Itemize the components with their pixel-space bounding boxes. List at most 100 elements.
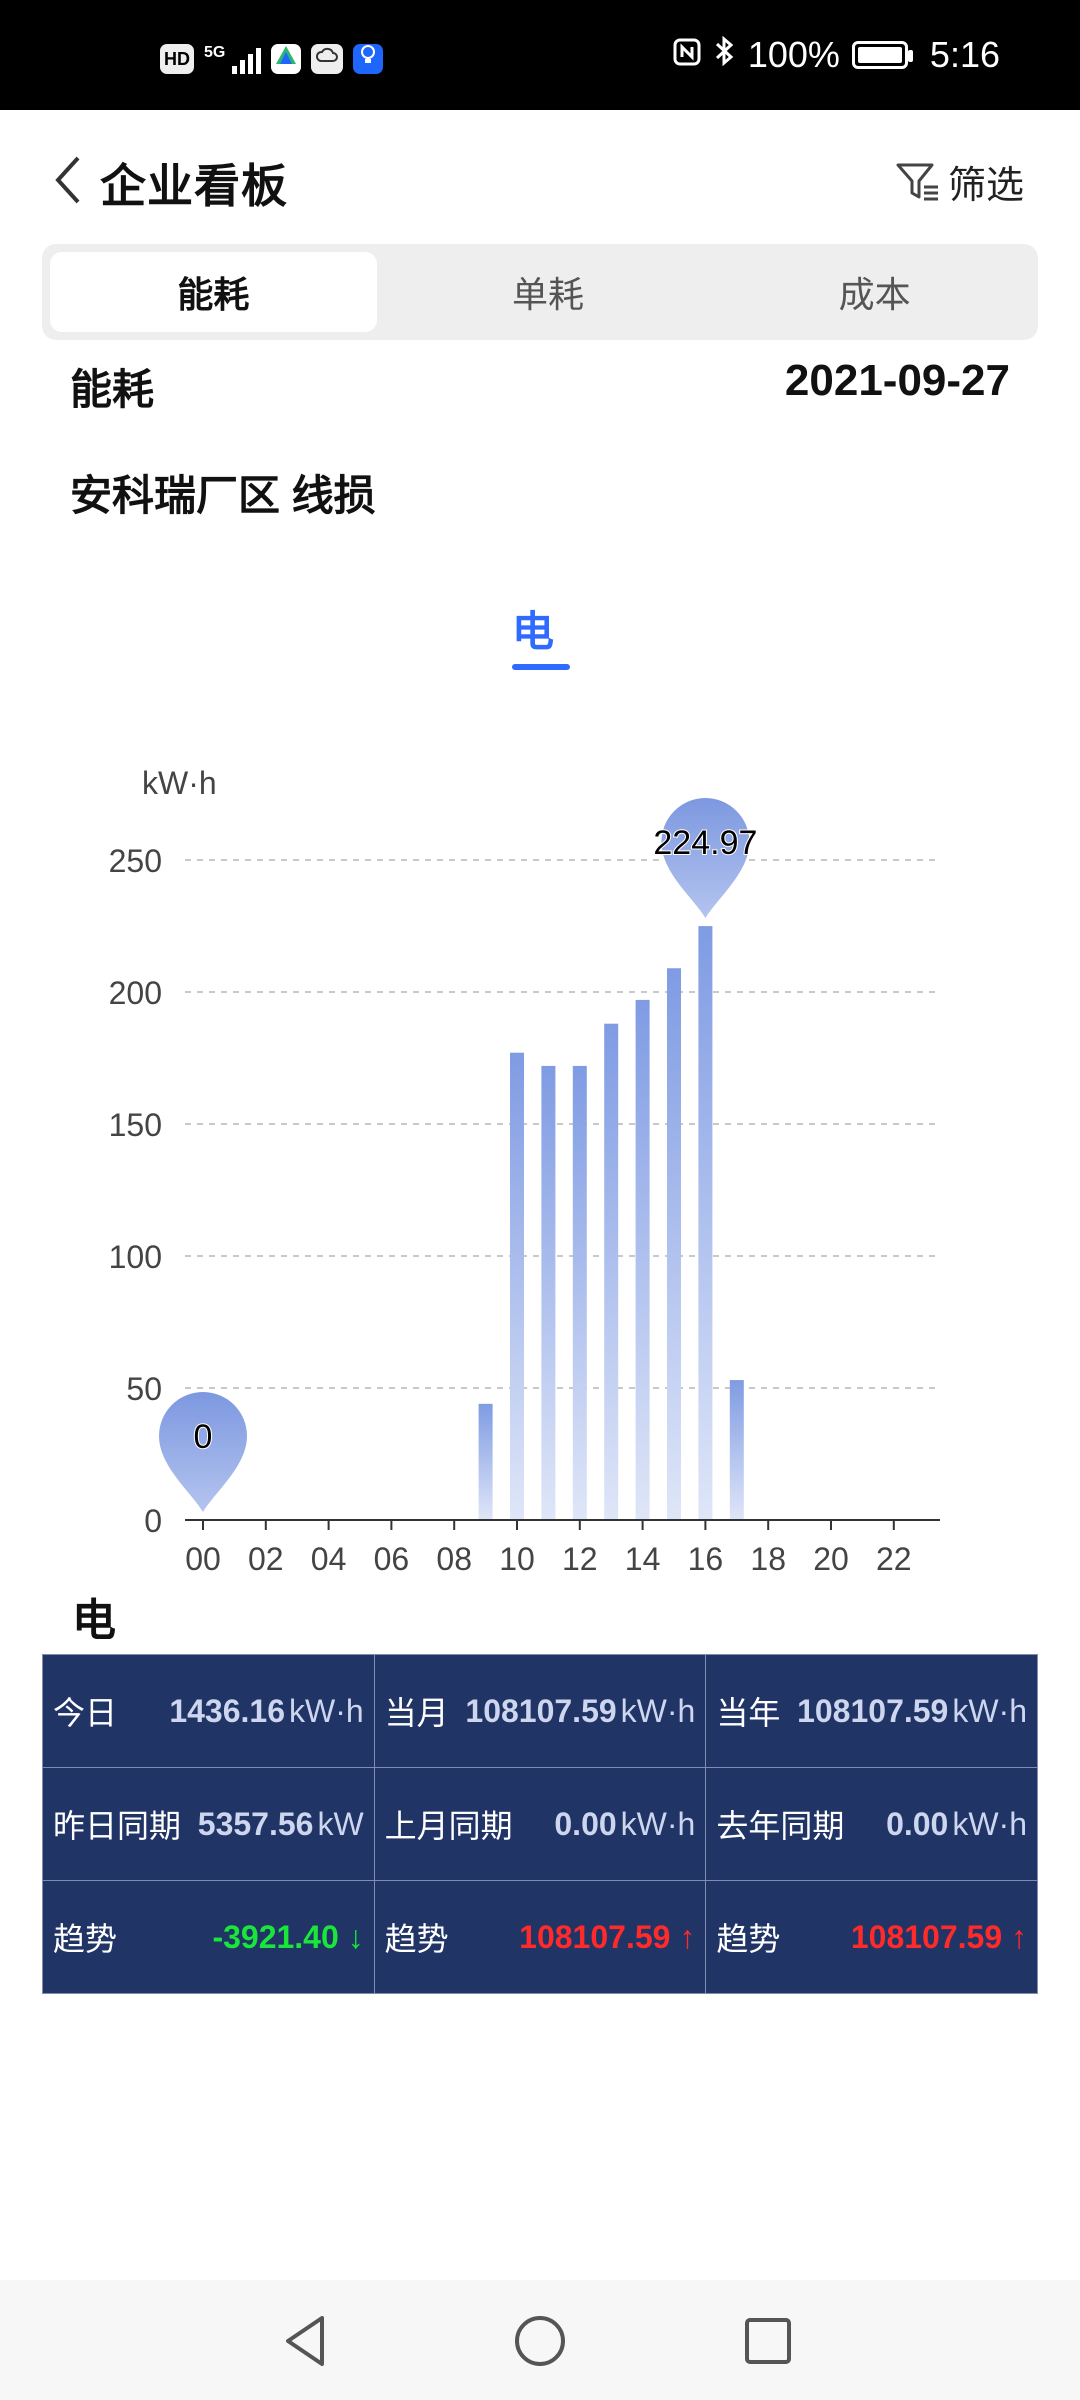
stat-unit: kW·h <box>952 1692 1027 1729</box>
x-tick-label: 06 <box>374 1541 410 1577</box>
battery-icon <box>851 41 913 69</box>
nav-home-icon[interactable] <box>505 2306 575 2376</box>
trend-value: -3921.40 <box>212 1918 339 1955</box>
filter-button[interactable]: 筛选 <box>894 154 1024 209</box>
stat-value: 1436.16 <box>169 1692 285 1729</box>
back-arrow-icon[interactable] <box>48 150 88 210</box>
x-tick-label: 20 <box>813 1541 849 1577</box>
tab-energy[interactable]: 能耗 <box>50 252 377 332</box>
y-tick-label: 250 <box>109 843 162 879</box>
marker-pin <box>159 1392 247 1512</box>
x-tick-label: 16 <box>688 1541 724 1577</box>
app-header: 企业看板 筛选 <box>0 110 1080 250</box>
bar-15[interactable] <box>667 968 681 1520</box>
stat-label: 趋势 <box>716 1921 781 1957</box>
trend-value: 108107.59 <box>519 1918 671 1955</box>
x-tick-label: 10 <box>499 1541 535 1577</box>
stat-this-month: 当月 108107.59 kW·h <box>385 1688 696 1734</box>
stat-unit: kW·h <box>620 1692 696 1729</box>
stat-value: 5357.56 <box>197 1805 314 1842</box>
x-axis: 00 02 04 06 08 10 12 14 16 18 20 22 <box>185 1519 940 1577</box>
nav-back-icon[interactable] <box>272 2306 342 2376</box>
active-tab-indicator <box>512 664 570 670</box>
filter-icon <box>896 163 938 200</box>
app-icon-a <box>271 44 302 74</box>
tab-cost[interactable]: 成本 <box>838 274 911 315</box>
battery-percent: 100% <box>747 34 840 75</box>
bar-17[interactable] <box>729 1380 744 1520</box>
stat-value: 108107.59 <box>797 1692 949 1729</box>
bar-16[interactable] <box>698 926 713 1520</box>
value-markers: 0 224.97 <box>159 798 758 1512</box>
stat-unit: kW <box>317 1805 364 1842</box>
y-axis-unit: kW·h <box>142 765 217 801</box>
bar-09[interactable] <box>478 1403 493 1520</box>
section-label: 能耗 <box>70 366 155 413</box>
tab-unit-consumption[interactable]: 单耗 <box>512 274 585 315</box>
table-row: 今日 1436.16 kW·h 当月 108107.59 kW·h 当年 10810… <box>42 1654 1038 1768</box>
nfc-icon <box>672 34 702 76</box>
stat-trend-day: 趋势 -3921.40 ↓ <box>53 1914 364 1960</box>
status-icons-left: HD 5G <box>160 44 384 74</box>
bar-11[interactable] <box>541 1065 556 1520</box>
nav-recents-icon[interactable] <box>733 2306 803 2376</box>
chart-bars <box>478 926 744 1520</box>
x-tick-label: 02 <box>248 1541 284 1577</box>
stat-label: 当年 <box>716 1695 781 1731</box>
tab-electricity[interactable]: 电 <box>512 608 555 655</box>
y-axis-ticks: 0 50 100 150 200 250 <box>109 843 162 1539</box>
x-tick-label: 22 <box>876 1541 912 1577</box>
marker-label: 0 <box>194 1418 213 1456</box>
bar-12[interactable] <box>572 1065 587 1520</box>
stat-label: 当月 <box>384 1695 449 1731</box>
x-tick-label: 04 <box>311 1541 347 1577</box>
bar-10[interactable] <box>510 1052 524 1520</box>
system-nav-bar <box>0 2280 1080 2400</box>
site-subtitle: 安科瑞厂区 线损 <box>70 472 376 519</box>
y-tick-label: 50 <box>126 1371 162 1407</box>
energy-stats-table: 今日 1436.16 kW·h 当月 108107.59 kW·h 当年 10810… <box>42 1654 1038 1994</box>
status-bar: HD 5G 100% 5:16 <box>0 0 1080 110</box>
y-tick-label: 200 <box>109 975 162 1011</box>
stat-unit: kW·h <box>289 1692 364 1729</box>
stat-label: 上月同期 <box>384 1808 513 1844</box>
stat-label: 趋势 <box>53 1921 118 1957</box>
stat-this-year: 当年 108107.59 kW·h <box>716 1688 1027 1734</box>
arrow-up-icon: ↑ <box>1011 1918 1027 1955</box>
arrow-up-icon: ↑ <box>679 1918 696 1955</box>
stat-value: 0.00 <box>554 1805 617 1842</box>
bar-13[interactable] <box>604 1023 619 1520</box>
arrow-down-icon: ↓ <box>347 1918 364 1955</box>
stat-yesterday-same-period: 昨日同期 5357.56 kW <box>53 1801 364 1847</box>
date-label[interactable]: 2021-09-27 <box>784 356 1010 405</box>
bar-14[interactable] <box>635 999 650 1520</box>
stat-label: 昨日同期 <box>53 1808 182 1844</box>
chart-gridlines <box>185 859 940 1389</box>
hd-badge: HD <box>160 44 194 74</box>
y-tick-label: 100 <box>109 1239 162 1275</box>
stat-unit: kW·h <box>952 1805 1027 1842</box>
x-tick-label: 14 <box>625 1541 661 1577</box>
x-tick-label: 18 <box>750 1541 786 1577</box>
stat-last-year-same-period: 去年同期 0.00 kW·h <box>716 1801 1027 1847</box>
x-tick-label: 00 <box>185 1541 221 1577</box>
x-tick-label: 12 <box>562 1541 598 1577</box>
stat-trend-month: 趋势 108107.59 ↑ <box>385 1914 696 1960</box>
stat-label: 趋势 <box>384 1921 449 1957</box>
bluetooth-icon <box>714 34 736 76</box>
category-tabs: 能耗 单耗 成本 <box>42 244 1038 340</box>
y-tick-label: 0 <box>144 1503 162 1539</box>
network-type-label: 5G <box>204 44 226 61</box>
x-tick-label: 08 <box>436 1541 472 1577</box>
stat-label: 今日 <box>53 1695 118 1731</box>
stat-last-month-same-period: 上月同期 0.00 kW·h <box>385 1801 696 1847</box>
marker-label: 224.97 <box>653 824 757 862</box>
clock: 5:16 <box>929 34 1000 75</box>
status-icons-right: 100% 5:16 <box>672 34 1000 76</box>
stat-unit: kW·h <box>620 1805 696 1842</box>
cloud-icon <box>311 44 344 74</box>
stat-trend-year: 趋势 108107.59 ↑ <box>716 1914 1027 1960</box>
table-row: 趋势 -3921.40 ↓ 趋势 108107.59 ↑ 趋势 108107.5… <box>42 1880 1038 1994</box>
signal-5g-icon: 5G <box>204 44 262 74</box>
